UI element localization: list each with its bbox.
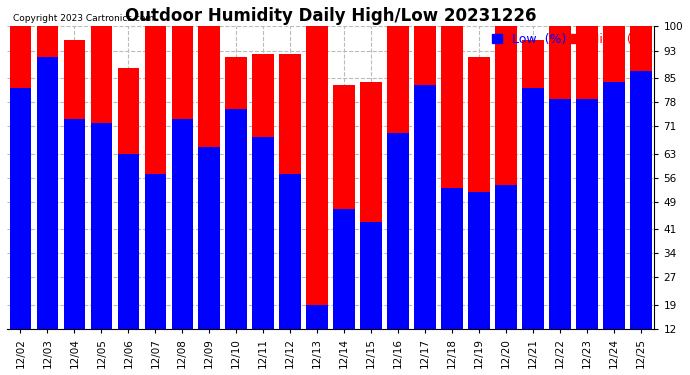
Bar — [226, 57, 247, 370]
Bar — [253, 54, 274, 370]
Bar — [279, 54, 301, 370]
Bar — [414, 85, 436, 370]
Bar — [360, 222, 382, 370]
Bar — [90, 27, 112, 370]
Legend: Low  (%), High  (%): Low (%), High (%) — [491, 33, 648, 46]
Bar — [360, 81, 382, 370]
Bar — [10, 27, 31, 370]
Bar — [387, 27, 409, 370]
Bar — [469, 57, 490, 370]
Title: Outdoor Humidity Daily High/Low 20231226: Outdoor Humidity Daily High/Low 20231226 — [125, 7, 536, 25]
Bar — [442, 27, 463, 370]
Bar — [226, 109, 247, 370]
Bar — [63, 40, 85, 370]
Bar — [522, 40, 544, 370]
Bar — [495, 27, 517, 370]
Bar — [576, 27, 598, 370]
Bar — [333, 209, 355, 370]
Bar — [495, 184, 517, 370]
Bar — [549, 27, 571, 370]
Bar — [199, 27, 220, 370]
Bar — [144, 174, 166, 370]
Bar — [306, 305, 328, 370]
Bar — [333, 85, 355, 370]
Bar — [630, 27, 652, 370]
Bar — [469, 192, 490, 370]
Bar — [90, 123, 112, 370]
Bar — [414, 27, 436, 370]
Bar — [253, 136, 274, 370]
Bar — [279, 174, 301, 370]
Bar — [306, 27, 328, 370]
Bar — [442, 188, 463, 370]
Bar — [37, 57, 58, 370]
Bar — [37, 27, 58, 370]
Bar — [10, 88, 31, 370]
Bar — [387, 133, 409, 370]
Bar — [549, 99, 571, 370]
Bar — [630, 71, 652, 370]
Bar — [117, 154, 139, 370]
Bar — [172, 27, 193, 370]
Bar — [603, 81, 624, 370]
Bar — [603, 27, 624, 370]
Bar — [576, 99, 598, 370]
Bar — [144, 27, 166, 370]
Bar — [63, 119, 85, 370]
Bar — [199, 147, 220, 370]
Bar — [117, 68, 139, 370]
Bar — [172, 119, 193, 370]
Bar — [522, 88, 544, 370]
Text: Copyright 2023 Cartronics.com: Copyright 2023 Cartronics.com — [13, 15, 155, 24]
